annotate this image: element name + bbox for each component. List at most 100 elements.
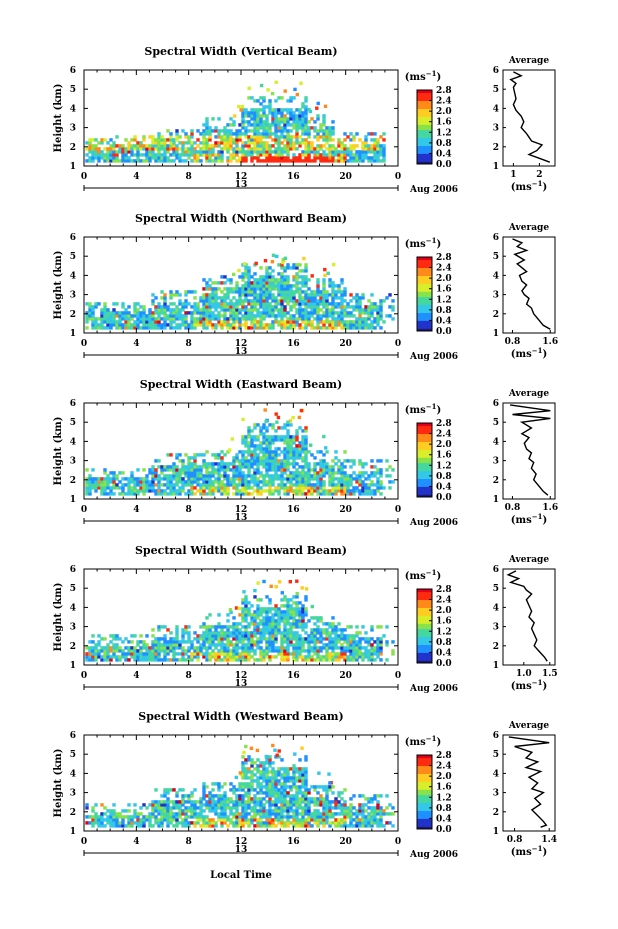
heatmap-cell [292,649,296,653]
heatmap-cell [151,658,155,662]
heatmap-cell [274,120,278,124]
heatmap-cell [253,477,257,481]
colorbar-segment [417,636,432,640]
heatmap-cell [235,453,239,457]
heatmap-cell [310,492,314,496]
profile-y-tick-label: 3 [493,124,499,134]
heatmap-cell [316,281,320,285]
heatmap-cell [286,474,290,478]
heatmap-cell [340,631,344,635]
heatmap-cell [265,637,269,641]
heatmap-cell [223,637,227,641]
heatmap-cell [322,471,326,475]
heatmap-cell [352,486,356,490]
heatmap-cell [106,652,110,656]
heatmap-cell [262,108,266,112]
heatmap-cell [163,492,167,496]
heatmap-cell [301,622,305,626]
heatmap-cell [310,302,314,306]
heatmap-cell [187,150,191,154]
heatmap-cell [94,305,98,309]
heatmap-cell [256,468,260,472]
heatmap-cell [202,129,206,133]
heatmap-cell [358,492,362,496]
heatmap-cell [175,153,179,157]
heatmap-cell [175,483,179,487]
heatmap-cell [199,320,203,324]
heatmap-cell [163,646,167,650]
heatmap-cell [163,640,167,644]
heatmap-cell [91,646,95,650]
heatmap-cell [238,132,242,136]
heatmap-cell [118,311,122,315]
heatmap-cell [235,652,239,656]
heatmap-cell [277,311,281,315]
heatmap-cell [313,622,317,626]
heatmap-cell [250,153,254,157]
heatmap-cell [160,646,164,650]
heatmap-cell [136,311,140,315]
heatmap-cell [91,468,95,472]
heatmap-cell [304,275,308,279]
heatmap-cell [211,625,215,629]
heatmap-cell [226,159,230,163]
heatmap-cell [268,281,272,285]
x-tick-label: 12 [235,172,248,182]
heatmap-cell [184,293,188,297]
heatmap-cell [298,486,302,490]
heatmap-cell [367,655,371,659]
heatmap-cell [286,296,290,300]
heatmap-cell [157,480,161,484]
heatmap-cell [223,302,227,306]
heatmap-cell [316,147,320,151]
heatmap-cell [151,317,155,321]
heatmap-cell [295,649,299,653]
heatmap-cell [151,812,155,816]
heatmap-cell [382,132,386,136]
heatmap-cell [244,287,248,291]
heatmap-cell [280,649,284,653]
heatmap-cell [265,144,269,148]
heatmap-cell [253,471,257,475]
heatmap-cell [340,465,344,469]
heatmap-cell [133,159,137,163]
heatmap-cell [214,634,218,638]
heatmap-cell [298,613,302,617]
heatmap-cell [334,153,338,157]
heatmap-cell [256,293,260,297]
heatmap-cell [265,132,269,136]
heatmap-cell [154,655,158,659]
heatmap-cell [262,628,266,632]
heatmap-cell [259,278,263,282]
heatmap-cell [271,613,275,617]
heatmap-cell [193,308,197,312]
heatmap-cell [361,296,365,300]
date-tick-label: 13 [235,679,248,689]
heatmap-cell [244,269,248,273]
heatmap-cell [325,326,329,330]
profile-y-tick-label: 3 [493,457,499,467]
heatmap-cell [247,141,251,145]
heatmap-cell [103,477,107,481]
heatmap-cell [142,640,146,644]
heatmap-cell [214,308,218,312]
heatmap-cell [289,613,293,617]
heatmap-cell [208,640,212,644]
heatmap-cell [289,628,293,632]
heatmap-cell [286,480,290,484]
heatmap-cell [130,818,134,822]
heatmap-cell [313,290,317,294]
heatmap-cell [151,474,155,478]
heatmap-cell [133,803,137,807]
heatmap-cell [244,438,248,442]
heatmap-cell [292,141,296,145]
y-tick-label: 3 [70,124,76,134]
heatmap-cell [253,649,257,653]
heatmap-cell [229,314,233,318]
colorbar-segment [417,323,432,327]
y-tick-label: 2 [70,476,76,486]
heatmap-cell [235,314,239,318]
profile-y-tick-label: 4 [493,437,499,447]
heatmap-cell [211,147,215,151]
